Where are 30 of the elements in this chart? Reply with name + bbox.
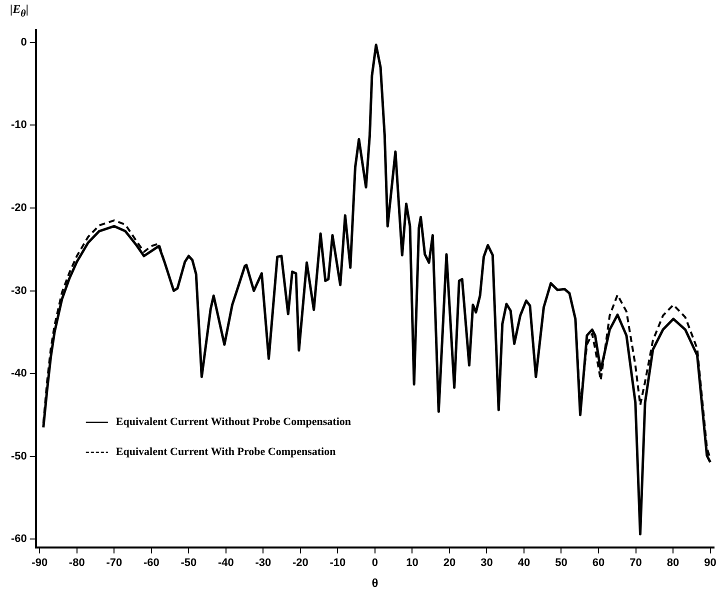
x-tick-label: 30 [480, 557, 493, 570]
x-tick-label: -10 [330, 557, 346, 570]
y-tick-label: -50 [10, 450, 27, 462]
x-tick-label: 80 [666, 557, 680, 570]
x-tick-label: -90 [32, 557, 48, 570]
y-tick-label: -60 [10, 533, 27, 546]
x-tick-label: 40 [518, 557, 530, 570]
x-tick-label: 0 [372, 557, 378, 570]
x-tick-label: -70 [106, 557, 122, 570]
x-tick-label: 70 [630, 557, 642, 570]
x-axis-title: θ [372, 576, 378, 590]
x-tick-label: -20 [292, 557, 308, 570]
x-tick-label: -30 [255, 557, 272, 570]
legend-label: Equivalent Current Without Probe Compensation [116, 416, 352, 428]
x-tick-label: 20 [443, 557, 456, 570]
x-tick-label: -40 [218, 557, 234, 570]
y-tick-label: -20 [10, 202, 27, 214]
x-tick-label: 10 [406, 557, 418, 570]
y-axis-title: |E$_{θ}$| [10, 2, 29, 20]
x-tick-label: -60 [143, 557, 160, 570]
x-tick-label: 90 [704, 557, 716, 570]
legend-label: Equivalent Current With Probe Compensation [116, 446, 336, 458]
x-tick-label: -80 [68, 557, 85, 570]
y-tick-label: -10 [10, 119, 27, 132]
x-tick-label: 60 [592, 557, 605, 570]
y-tick-label: -40 [10, 368, 27, 380]
x-tick-label: 50 [555, 557, 568, 570]
y-tick-label: 0 [20, 36, 27, 48]
y-tick-label: -30 [10, 284, 27, 297]
x-tick-label: -50 [180, 557, 197, 570]
